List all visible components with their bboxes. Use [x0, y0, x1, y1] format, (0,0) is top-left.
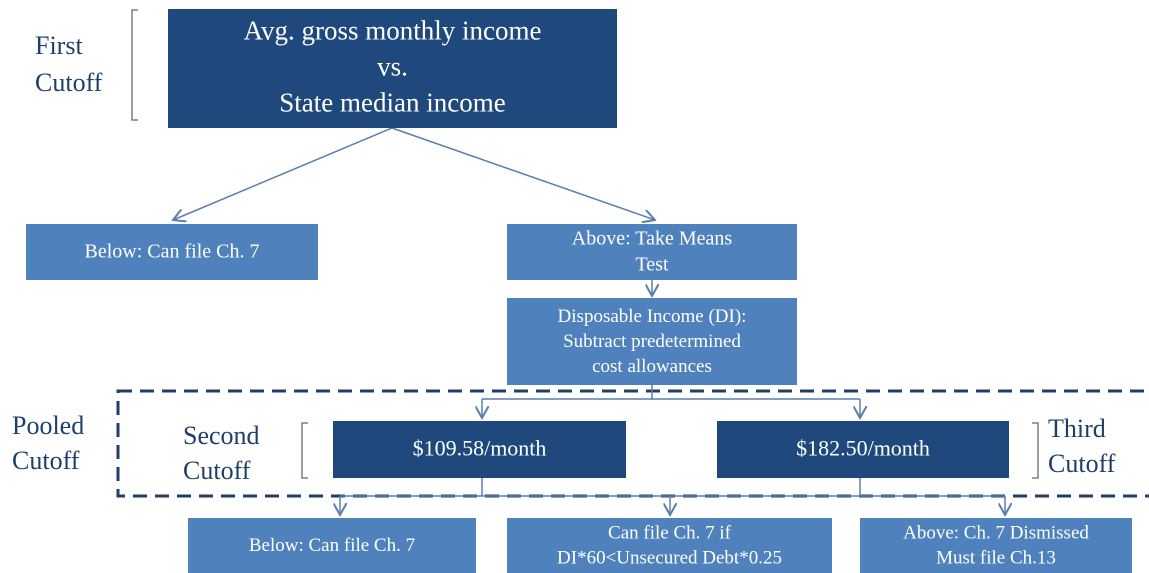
side-label: Third	[1048, 414, 1106, 443]
node-box	[333, 421, 626, 478]
node-box	[507, 224, 797, 280]
node-box	[168, 9, 617, 128]
node-text: $182.50/month	[796, 436, 930, 461]
node-text: Avg. gross monthly income	[244, 16, 542, 46]
node-text: DI*60<Unsecured Debt*0.25	[557, 547, 782, 568]
node-text: Subtract predetermined	[563, 331, 741, 352]
node: $109.58/month	[333, 421, 626, 478]
node-box	[507, 298, 797, 385]
side-label: Cutoff	[183, 456, 251, 485]
node-text: Above: Ch. 7 Dismissed	[903, 522, 1089, 543]
node-text: vs.	[377, 52, 408, 82]
node-text: State median income	[279, 88, 505, 118]
brackets	[131, 9, 1039, 479]
connectors	[173, 127, 1005, 515]
node: Below: Can file Ch. 7	[26, 224, 318, 280]
side-label: Second	[183, 421, 260, 450]
node-box	[717, 421, 1009, 478]
node-text: Must file Ch.13	[936, 547, 1056, 568]
node: Can file Ch. 7 if DI*60<Unsecured Debt*0.…	[507, 518, 832, 573]
node-text: $109.58/month	[413, 436, 547, 461]
node-text: Can file Ch. 7 if	[608, 522, 732, 543]
node-box	[26, 224, 318, 280]
side-label: Cutoff	[1048, 449, 1116, 478]
side-label: Cutoff	[12, 446, 80, 475]
node-text: Below: Can file Ch. 7	[249, 535, 415, 556]
side-label: Cutoff	[35, 68, 103, 97]
node-box	[507, 518, 832, 573]
node-text: Disposable Income (DI):	[558, 306, 747, 327]
node: Below: Can file Ch. 7	[188, 518, 476, 573]
node-box	[188, 518, 476, 573]
node-box	[860, 518, 1132, 573]
node: Above: Take Means Test	[507, 224, 797, 280]
node: $182.50/month	[717, 421, 1009, 478]
node-text: Below: Can file Ch. 7	[85, 241, 260, 263]
node-text: Test	[635, 254, 668, 276]
node-text: cost allowances	[592, 356, 712, 377]
side-label: First	[35, 31, 83, 60]
node: Avg. gross monthly income vs. State median…	[168, 9, 617, 128]
pooled-region	[116, 389, 1149, 498]
node: Disposable Income (DI): Subtract predeter…	[507, 298, 797, 385]
node: Above: Ch. 7 Dismissed Must file Ch.13	[860, 518, 1132, 573]
side-label: Pooled	[12, 411, 84, 440]
node-text: Above: Take Means	[572, 228, 733, 250]
